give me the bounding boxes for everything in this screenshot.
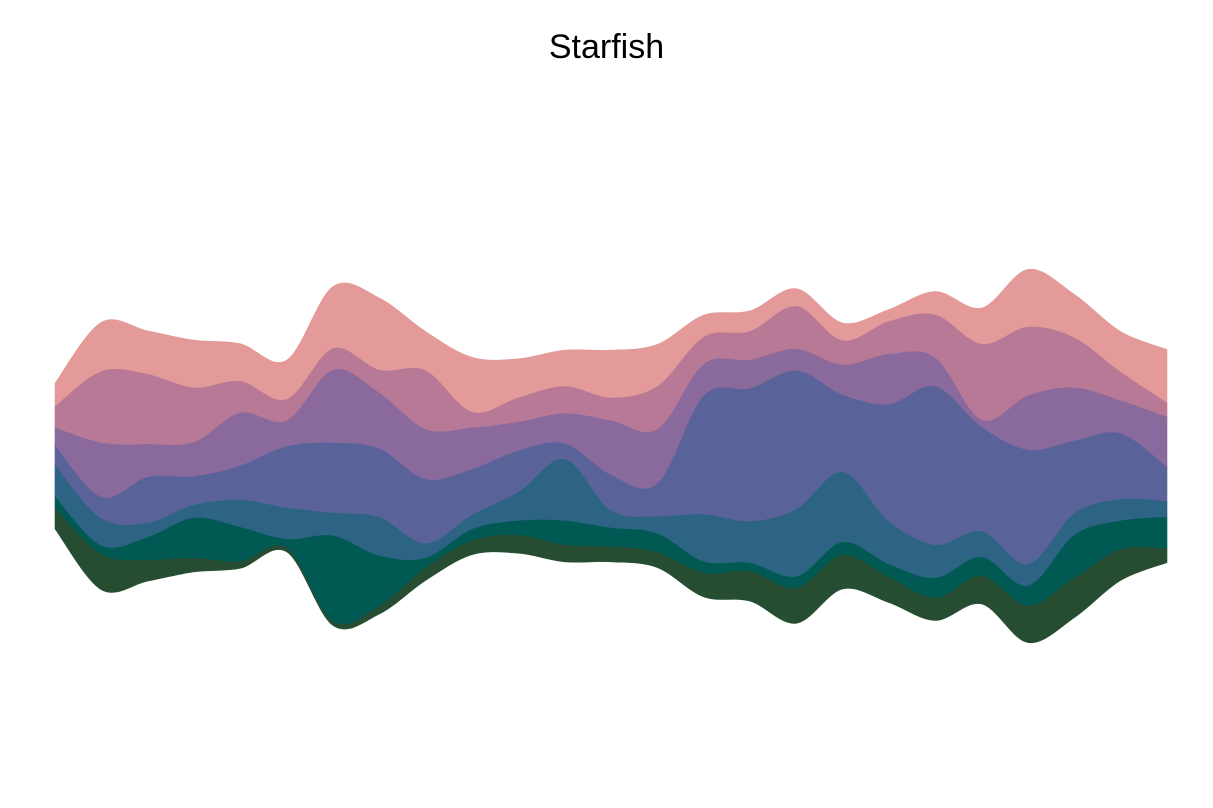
stream-layer-7 xyxy=(54,269,1168,413)
chart-title: Starfish xyxy=(548,28,665,66)
